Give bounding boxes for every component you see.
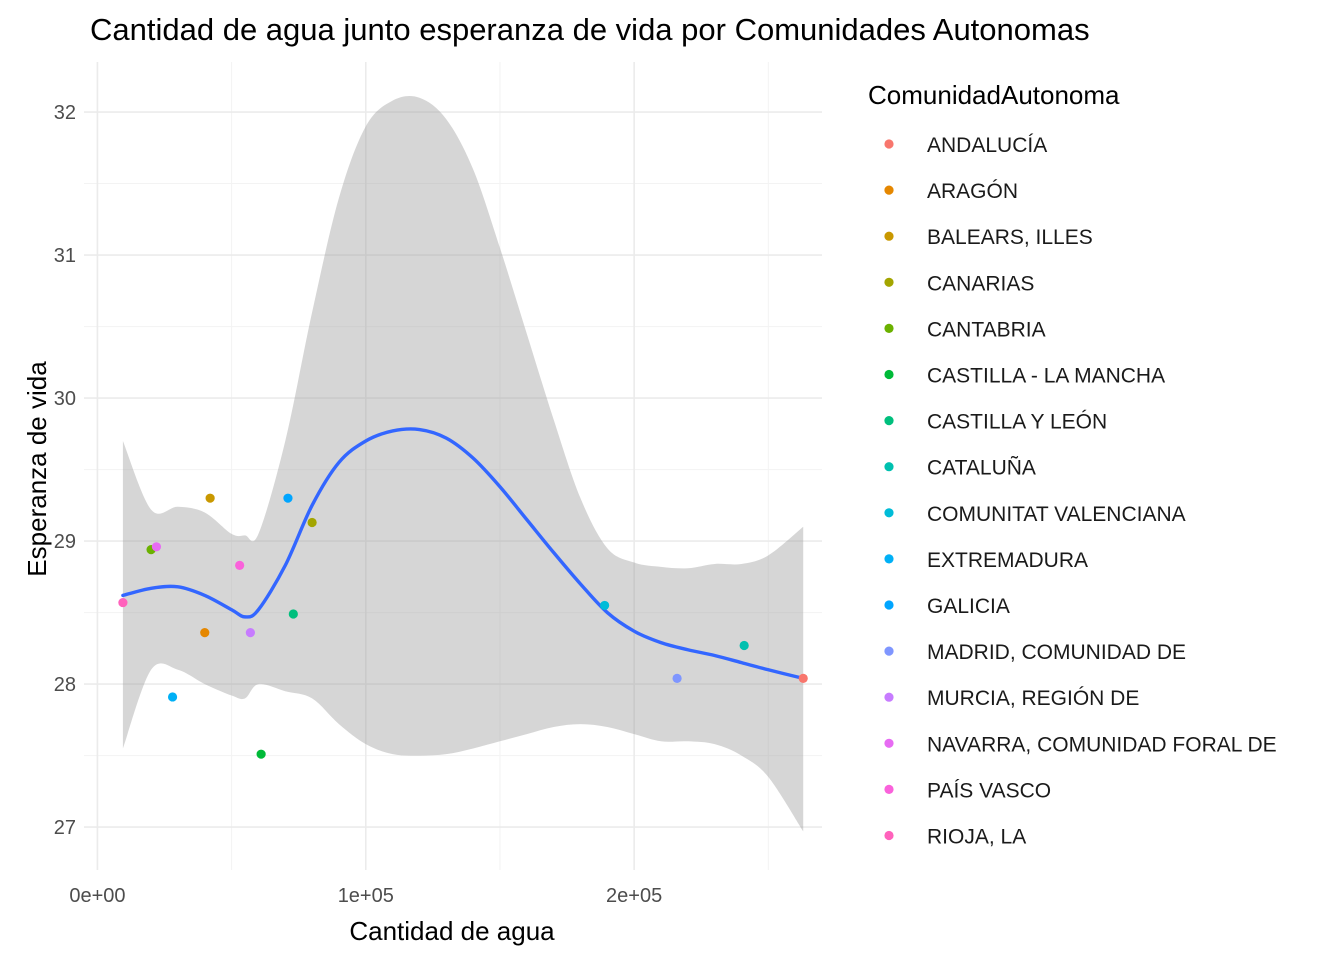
confidence-band	[122, 96, 804, 832]
legend-label: COMUNITAT VALENCIANA	[927, 503, 1186, 526]
legend-label: CANTABRIA	[927, 318, 1046, 341]
y-axis-ticks: 27 28 29 30 31 32	[54, 102, 76, 839]
legend-key	[884, 508, 894, 518]
legend-item: GALICIA	[884, 595, 1010, 618]
y-tick-label: 31	[54, 245, 76, 267]
legend-key	[884, 323, 894, 333]
legend-label: ANDALUCÍA	[927, 134, 1047, 157]
data-point	[205, 493, 215, 503]
data-point	[245, 628, 255, 638]
legend-item: COMUNITAT VALENCIANA	[884, 503, 1186, 526]
legend-label: ARAGÓN	[927, 180, 1018, 203]
legend-key	[884, 738, 894, 748]
legend-label: EXTREMADURA	[927, 549, 1088, 572]
legend-item: CASTILLA - LA MANCHA	[884, 365, 1165, 388]
y-tick-label: 29	[54, 531, 76, 553]
x-tick-label: 0e+00	[69, 885, 125, 907]
legend-item: MADRID, COMUNIDAD DE	[884, 641, 1186, 664]
y-tick-label: 28	[54, 674, 76, 696]
y-tick-label: 30	[54, 388, 76, 410]
legend-key	[884, 784, 894, 795]
y-tick-label: 27	[54, 817, 76, 839]
x-tick-label: 1e+05	[338, 885, 394, 907]
legend-title: ComunidadAutonoma	[868, 80, 1120, 110]
chart-title: Cantidad de agua junto esperanza de vida…	[90, 12, 1090, 47]
data-point	[288, 609, 298, 619]
legend-item: BALEARS, ILLES	[884, 226, 1093, 249]
legend-key	[884, 462, 894, 472]
legend-key	[884, 554, 894, 564]
legend-key	[884, 646, 894, 656]
major-gridlines	[84, 62, 822, 870]
confidence-band-area	[122, 96, 804, 832]
legend-label: GALICIA	[927, 595, 1010, 618]
legend-key	[884, 416, 894, 426]
legend-label: RIOJA, LA	[927, 826, 1026, 849]
legend-key	[884, 600, 894, 610]
legend-label: CANARIAS	[927, 272, 1034, 295]
legend-label: CASTILLA - LA MANCHA	[927, 365, 1165, 388]
y-tick-label: 32	[54, 102, 76, 124]
data-point	[283, 493, 293, 503]
legend-key	[884, 185, 894, 195]
smooth-line	[121, 427, 805, 681]
legend-item: CANARIAS	[884, 272, 1034, 295]
legend-key	[884, 139, 894, 149]
legend-label: BALEARS, ILLES	[927, 226, 1093, 249]
x-axis-title: Cantidad de agua	[349, 916, 555, 946]
data-point	[151, 542, 162, 552]
legend-item: RIOJA, LA	[884, 826, 1026, 849]
data-point	[256, 749, 266, 759]
legend-entries: ANDALUCÍA ARAGÓN BALEARS, ILLES CANARIAS CAN…	[884, 134, 1277, 849]
y-axis-title: Esperanza de vida	[22, 361, 52, 577]
data-point	[739, 640, 749, 651]
legend-label: CASTILLA Y LEÓN	[927, 411, 1107, 434]
minor-gridlines	[84, 62, 822, 870]
data-point	[600, 600, 610, 611]
legend-item: PAÍS VASCO	[884, 779, 1051, 802]
data-point	[235, 560, 245, 570]
legend-label: MADRID, COMUNIDAD DE	[927, 641, 1186, 664]
legend: ComunidadAutonoma ANDALUCÍA ARAGÓN BALEARS…	[868, 80, 1277, 849]
legend-item: NAVARRA, COMUNIDAD FORAL DE	[884, 733, 1277, 756]
legend-item: CATALUÑA	[884, 456, 1036, 480]
legend-item: CANTABRIA	[884, 318, 1046, 341]
legend-key	[884, 830, 894, 841]
legend-item: CASTILLA Y LEÓN	[884, 411, 1107, 434]
data-point	[200, 628, 210, 638]
legend-label: NAVARRA, COMUNIDAD FORAL DE	[927, 733, 1277, 756]
legend-label: CATALUÑA	[927, 456, 1036, 480]
smooth-line-layer	[121, 427, 805, 681]
legend-label: PAÍS VASCO	[927, 779, 1051, 802]
data-point	[118, 597, 128, 608]
legend-item: EXTREMADURA	[884, 549, 1088, 572]
data-point	[167, 692, 178, 702]
x-tick-label: 2e+05	[606, 885, 662, 907]
legend-key	[884, 277, 894, 287]
legend-key	[884, 369, 894, 380]
legend-item: ARAGÓN	[884, 180, 1018, 203]
data-point	[672, 673, 682, 683]
legend-item: ANDALUCÍA	[884, 134, 1047, 157]
data-point	[798, 673, 808, 683]
legend-label: MURCIA, REGIÓN DE	[927, 687, 1139, 710]
legend-key	[884, 231, 894, 241]
points-layer	[118, 493, 808, 759]
data-point	[307, 517, 317, 528]
legend-key	[884, 692, 894, 702]
legend-item: MURCIA, REGIÓN DE	[884, 687, 1139, 710]
x-axis-ticks: 0e+00 1e+05 2e+05	[69, 885, 662, 907]
